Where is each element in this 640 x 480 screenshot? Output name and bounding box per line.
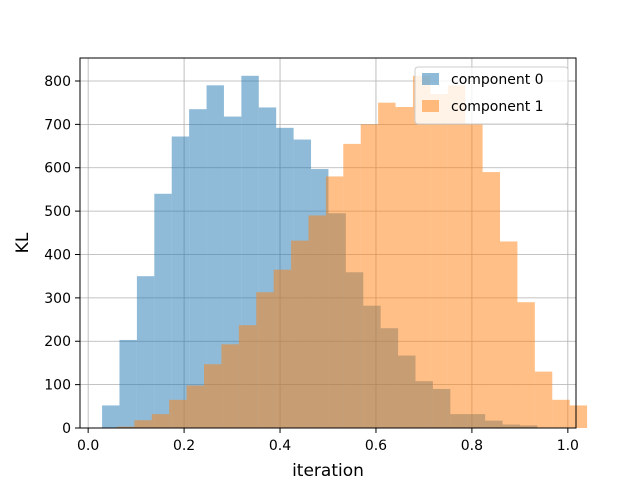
y-tick-label: 700 (44, 117, 71, 133)
histogram-bar (154, 193, 172, 428)
histogram-bar (500, 241, 518, 428)
legend-swatch-component-1 (422, 100, 439, 112)
y-tick-label: 400 (44, 247, 71, 263)
histogram-bar (186, 385, 204, 428)
histogram-bar (343, 143, 361, 428)
histogram-bar (291, 240, 309, 428)
histogram-bar (534, 371, 553, 428)
histogram-bar (134, 420, 152, 428)
histogram-bar (206, 85, 224, 428)
y-tick-label: 800 (44, 74, 71, 90)
histogram-bar (116, 426, 135, 428)
legend-label-component-0: component 0 (451, 72, 544, 88)
histogram-bar (517, 302, 535, 428)
histogram-bar (308, 215, 326, 428)
y-tick-label: 600 (44, 161, 71, 177)
histogram-bar (221, 344, 239, 428)
legend-swatch-component-0 (422, 73, 439, 85)
x-tick-label: 0.8 (461, 438, 483, 454)
y-axis-label: KL (13, 232, 33, 253)
histogram-bar (325, 176, 344, 428)
y-axis-ticks: 0 100 200 300 400 500 600 700 800 (44, 74, 80, 437)
histogram-bar (569, 405, 588, 428)
y-tick-label: 0 (62, 421, 71, 437)
histogram-bar (204, 364, 222, 428)
x-tick-label: 1.0 (557, 438, 579, 454)
x-tick-label: 0.6 (365, 438, 387, 454)
histogram-bar (171, 136, 190, 428)
histogram-bar (430, 94, 448, 428)
histogram-bar (256, 292, 274, 428)
histogram-bar (169, 399, 187, 428)
histogram-bar (360, 124, 379, 428)
y-tick-label: 300 (44, 291, 71, 307)
x-tick-label: 0.0 (77, 438, 99, 454)
series-component-1-bars (116, 75, 588, 428)
legend-box (414, 66, 569, 125)
histogram-bar (465, 124, 483, 428)
y-tick-label: 100 (44, 378, 71, 394)
histogram-bar (482, 172, 501, 428)
histogram-bar (119, 339, 137, 428)
histogram-bar (447, 85, 466, 428)
y-tick-label: 200 (44, 334, 71, 350)
legend-label-component-1: component 1 (451, 99, 544, 115)
histogram-bar (189, 109, 207, 429)
histogram-bar (238, 325, 257, 428)
x-tick-label: 0.4 (269, 438, 291, 454)
histogram-bar (151, 414, 170, 428)
histogram-bar (102, 405, 120, 428)
histogram-bar (412, 75, 431, 428)
histogram-bar (552, 399, 570, 428)
legend: component 0 component 1 (414, 66, 569, 125)
x-axis-label: iteration (292, 461, 364, 480)
histogram-bar (378, 102, 396, 428)
histogram-bar (273, 269, 292, 428)
histogram-bar (136, 276, 155, 428)
histogram-bar (395, 107, 413, 428)
x-axis-ticks: 0.0 0.2 0.4 0.6 0.8 1.0 (77, 428, 579, 454)
x-tick-label: 0.2 (173, 438, 195, 454)
y-tick-label: 500 (44, 204, 71, 220)
plot-frame (79, 57, 577, 429)
